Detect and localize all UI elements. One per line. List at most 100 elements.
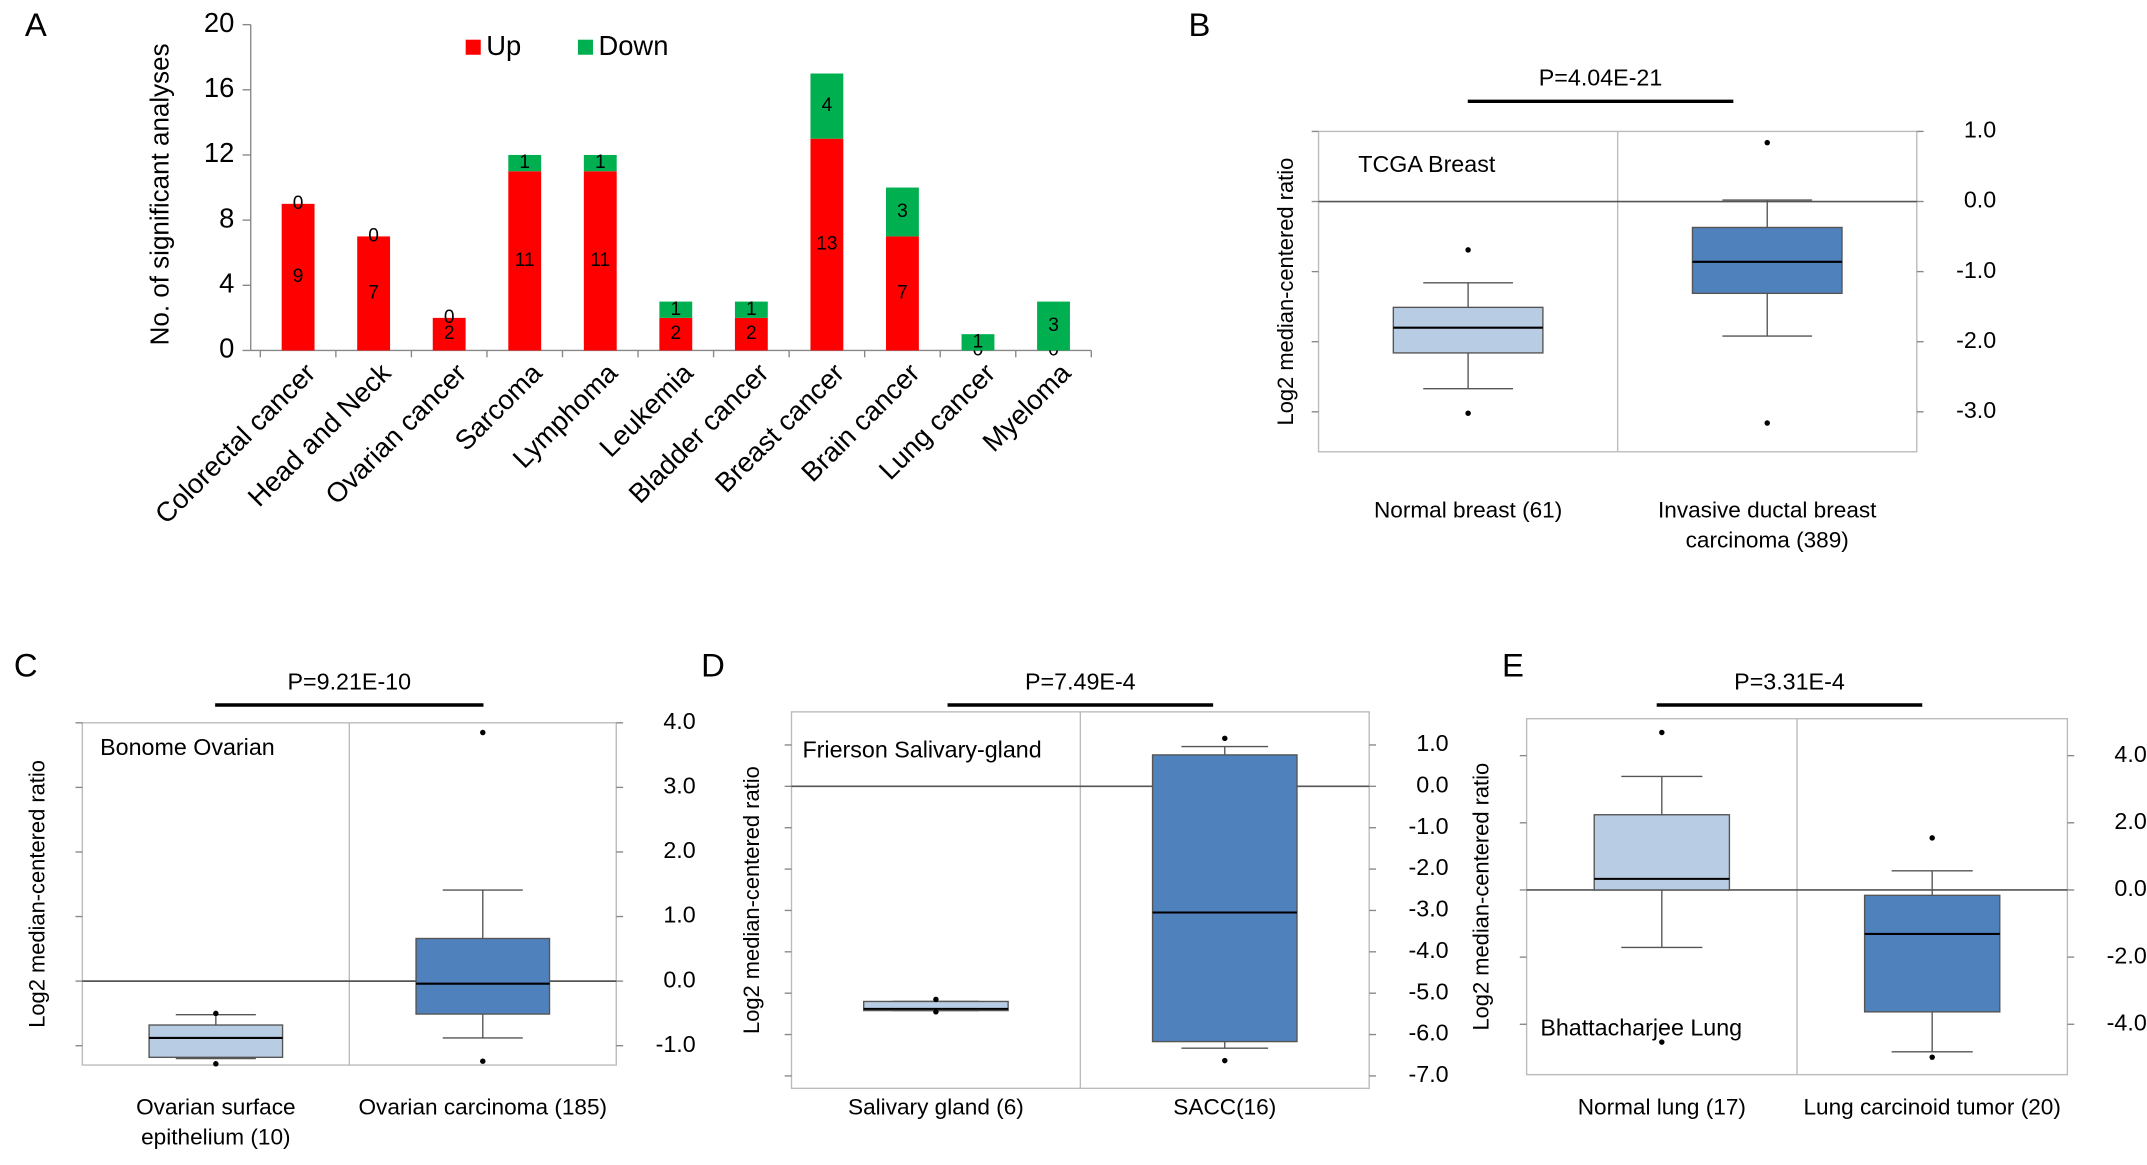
bar-segment <box>508 154 542 172</box>
y-tick-label: 16 <box>204 72 234 103</box>
box <box>1392 306 1544 354</box>
y-tick-label: -2.0 <box>1409 854 1449 880</box>
bar-segment <box>886 187 919 237</box>
box <box>415 937 551 1015</box>
y-tick-label: 12 <box>204 137 234 168</box>
y-axis-label: No. of significant analyses <box>145 43 175 345</box>
y-tick-label: -5.0 <box>1409 978 1449 1004</box>
bar-segment <box>886 236 919 351</box>
y-tick-label: 4.0 <box>2114 741 2146 767</box>
x-tick-label-box: Ovarian surface epithelium (10) <box>136 1095 296 1151</box>
panel-letter: C <box>14 647 38 684</box>
box <box>1151 754 1298 1043</box>
x-tick-label-box: Ovarian carcinoma (185) <box>358 1095 608 1120</box>
dataset-label: TCGA Breast <box>1358 151 1496 177</box>
panel-letter: D <box>701 647 725 684</box>
panel-letter: E <box>1502 647 1524 684</box>
outlier <box>1929 835 1935 841</box>
p-value: P=4.04E-21 <box>1539 65 1663 91</box>
x-tick-label: Normal breast (61) <box>1373 498 1563 523</box>
y-axis-label: Log2 median-centered ratio <box>739 766 764 1034</box>
box <box>1593 814 1731 891</box>
y-tick-label: 2.0 <box>663 837 695 863</box>
outlier <box>1764 420 1770 426</box>
y-axis-label: Log2 median-centered ratio <box>24 760 49 1028</box>
outlier <box>213 1010 219 1017</box>
value-label: 7 <box>368 283 379 304</box>
value-label: 2 <box>670 323 681 344</box>
value-label: 7 <box>897 283 908 304</box>
x-tick-label-box: Lung carcinoid tumor (20) <box>1803 1095 2060 1120</box>
x-tick-label: Normal lung (17) <box>1577 1095 1746 1120</box>
bar-segment <box>734 317 768 351</box>
x-tick-label: Invasive ductal breast carcinoma (389) <box>1657 498 1877 554</box>
value-label: 0 <box>368 225 379 246</box>
value-label: 3 <box>1048 315 1059 336</box>
box <box>148 1024 284 1059</box>
x-tick-label-box: SACC(16) <box>1173 1095 1277 1120</box>
bar-segment <box>583 171 617 351</box>
x-tick-label-box: Salivary gland (6) <box>848 1095 1024 1120</box>
bar-segment <box>734 301 768 318</box>
x-tick-label: Salivary gland (6) <box>848 1095 1024 1120</box>
y-tick-label: -4.0 <box>1409 937 1449 963</box>
x-tick-label: SACC(16) <box>1173 1095 1277 1120</box>
bar-segment <box>961 334 995 351</box>
y-tick-label: -6.0 <box>1409 1020 1449 1046</box>
bar-segment <box>281 203 315 351</box>
bar-segment <box>432 317 466 351</box>
y-tick-label: 3.0 <box>663 773 695 799</box>
dataset-label: Bonome Ovarian <box>100 734 275 760</box>
bar-segment <box>810 73 844 139</box>
bar-segment <box>810 138 844 351</box>
legend-swatch <box>465 39 481 55</box>
outlier <box>1222 735 1228 742</box>
legend-label: Up <box>486 30 521 61</box>
outlier <box>480 1058 486 1064</box>
y-tick-label: -1.0 <box>1956 257 1996 283</box>
bar-segment <box>659 317 693 351</box>
p-value: P=9.21E-10 <box>288 668 412 694</box>
value-label: 0 <box>293 193 304 214</box>
value-label: 3 <box>897 201 908 222</box>
outlier <box>1764 139 1770 146</box>
y-tick-label: -1.0 <box>656 1031 696 1057</box>
y-tick-label: 0.0 <box>1416 771 1448 797</box>
x-tick-label-box: Normal breast (61) <box>1373 498 1563 523</box>
y-axis-label: Log2 median-centered ratio <box>1469 763 1494 1031</box>
value-label: 1 <box>746 299 757 320</box>
value-label: 1 <box>670 299 681 320</box>
x-tick-label: Ovarian surface epithelium (10) <box>136 1095 296 1151</box>
y-tick-label: 0.0 <box>663 966 695 992</box>
panel-letter: A <box>25 6 47 43</box>
value-label: 9 <box>293 266 304 287</box>
outlier <box>1465 410 1471 416</box>
value-label: 0 <box>444 307 455 328</box>
value-label: 4 <box>822 95 833 116</box>
outlier <box>1659 729 1665 736</box>
value-label: 1 <box>519 152 530 173</box>
x-tick-label-box: Normal lung (17) <box>1577 1095 1746 1120</box>
outlier <box>1222 1057 1228 1064</box>
y-tick-label: -2.0 <box>1956 327 1996 353</box>
y-tick-label: 4 <box>219 268 234 299</box>
bar-segment <box>583 154 617 172</box>
bar-segment <box>508 171 542 351</box>
legend-label: Down <box>598 30 668 61</box>
y-tick-label: -7.0 <box>1409 1061 1449 1087</box>
y-tick-label: 2.0 <box>2114 808 2146 834</box>
value-label: 1 <box>595 152 606 173</box>
p-value: P=7.49E-4 <box>1025 668 1136 694</box>
y-tick-label: 1.0 <box>1416 730 1448 756</box>
outlier <box>1659 1039 1665 1045</box>
y-tick-label: -3.0 <box>1956 397 1996 423</box>
x-tick-label: Ovarian carcinoma (185) <box>358 1095 608 1120</box>
y-tick-label: -1.0 <box>1409 813 1449 839</box>
panel-letter: B <box>1188 6 1210 43</box>
y-axis-label: Log2 median-centered ratio <box>1273 158 1298 426</box>
y-tick-label: 8 <box>219 202 234 233</box>
dataset-label: Bhattacharjee Lung <box>1540 1015 1742 1041</box>
box <box>1863 894 2001 1013</box>
y-tick-label: 20 <box>204 7 234 38</box>
y-tick-label: 1.0 <box>1964 117 1996 143</box>
